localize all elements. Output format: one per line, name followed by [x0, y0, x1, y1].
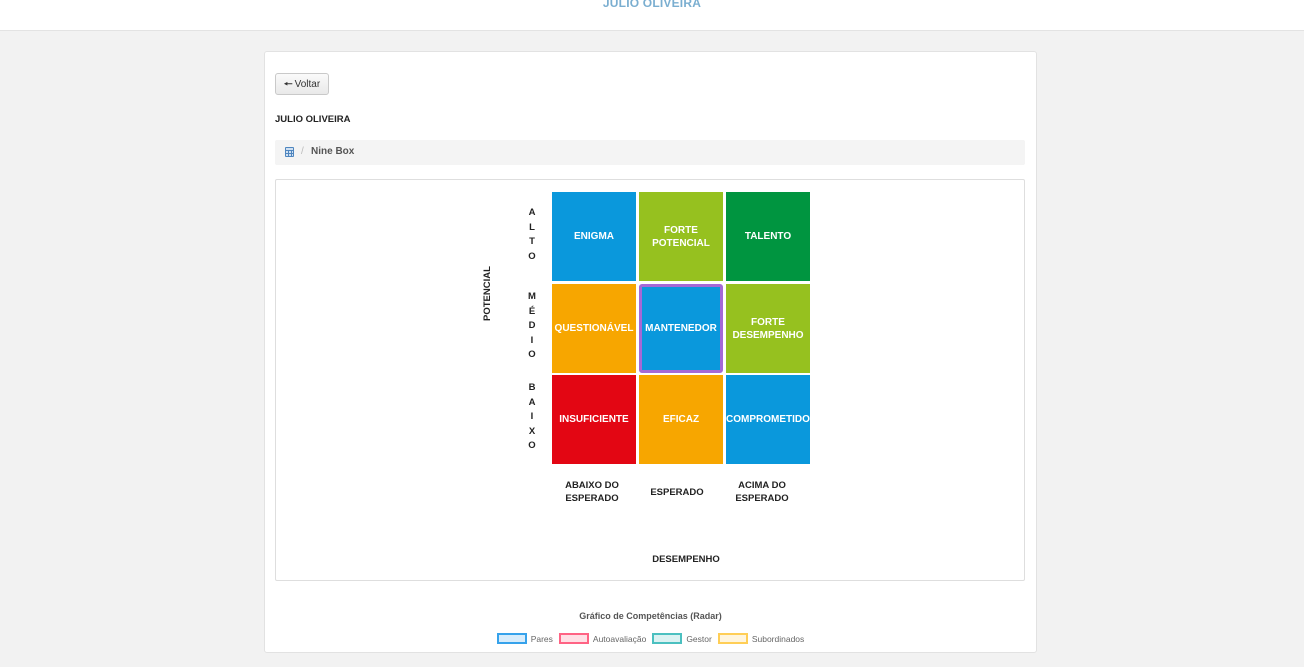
box-cell-label: TALENTO	[744, 231, 792, 242]
arrow-left-icon: 🠔	[283, 79, 293, 90]
column-label: ABAIXO DO ESPERADO	[565, 480, 619, 504]
back-button[interactable]: 🠔 Voltar	[275, 73, 329, 95]
legend-label: Autoavaliação	[592, 633, 647, 644]
legend-label: Gestor	[686, 633, 712, 644]
legend-item-gestor[interactable]: Gestor	[652, 633, 712, 644]
legend-swatch	[558, 633, 589, 644]
legend-item-subordinados[interactable]: Subordinados	[717, 633, 805, 644]
radar-chart-title: Gráfico de Competências (Radar)	[579, 611, 722, 621]
breadcrumb-separator: /	[301, 146, 304, 157]
legend-swatch	[652, 633, 683, 644]
box-cell[interactable]: ENIGMA	[552, 192, 636, 281]
box-cell-label: MANTENEDOR	[645, 323, 717, 334]
radar-legend: Pares Autoavaliação Gestor Subordinados	[265, 633, 1036, 644]
x-axis-title: DESEMPENHO	[652, 554, 720, 565]
main-panel: 🠔 Voltar JULIO OLIVEIRA / Nine Box POTENC…	[264, 51, 1037, 653]
back-button-label: Voltar	[294, 79, 321, 90]
box-cell[interactable]: QUESTIONÁVEL	[552, 284, 636, 373]
breadcrumb: / Nine Box	[275, 140, 1025, 165]
column-label: ACIMA DO ESPERADO	[735, 480, 789, 504]
box-cell-label: EFICAZ	[662, 414, 700, 425]
box-cell-label: INSUFICIENTE	[559, 414, 629, 425]
legend-label: Subordinados	[751, 633, 805, 644]
box-cell-label: FORTE POTENCIAL	[652, 224, 710, 249]
box-cell[interactable]: EFICAZ	[639, 375, 723, 464]
column-label: ESPERADO	[650, 487, 704, 498]
header-title: JULIO OLIVEIRA	[602, 0, 702, 10]
person-name: JULIO OLIVEIRA	[275, 114, 351, 125]
box-cell[interactable]: COMPROMETIDO	[726, 375, 810, 464]
box-cell-selected[interactable]: MANTENEDOR	[639, 284, 723, 373]
y-axis-title: POTENCIAL	[482, 266, 493, 321]
box-cell-label: ENIGMA	[574, 231, 614, 242]
top-bar: JULIO OLIVEIRA	[0, 0, 1304, 31]
legend-label: Pares	[530, 633, 553, 644]
box-cell[interactable]: FORTE DESEMPENHO	[726, 284, 810, 373]
legend-item-autoavaliacao[interactable]: Autoavaliação	[558, 633, 647, 644]
box-cell-label: QUESTIONÁVEL	[554, 323, 634, 334]
legend-swatch	[717, 633, 748, 644]
calculator-icon[interactable]	[285, 147, 294, 157]
legend-swatch	[496, 633, 527, 644]
box-cell-label: COMPROMETIDO	[726, 414, 810, 425]
box-cell-label: FORTE DESEMPENHO	[732, 316, 804, 341]
box-cell[interactable]: TALENTO	[726, 192, 810, 281]
breadcrumb-current: Nine Box	[311, 146, 355, 157]
legend-item-pares[interactable]: Pares	[496, 633, 553, 644]
box-cell[interactable]: INSUFICIENTE	[552, 375, 636, 464]
box-cell[interactable]: FORTE POTENCIAL	[639, 192, 723, 281]
